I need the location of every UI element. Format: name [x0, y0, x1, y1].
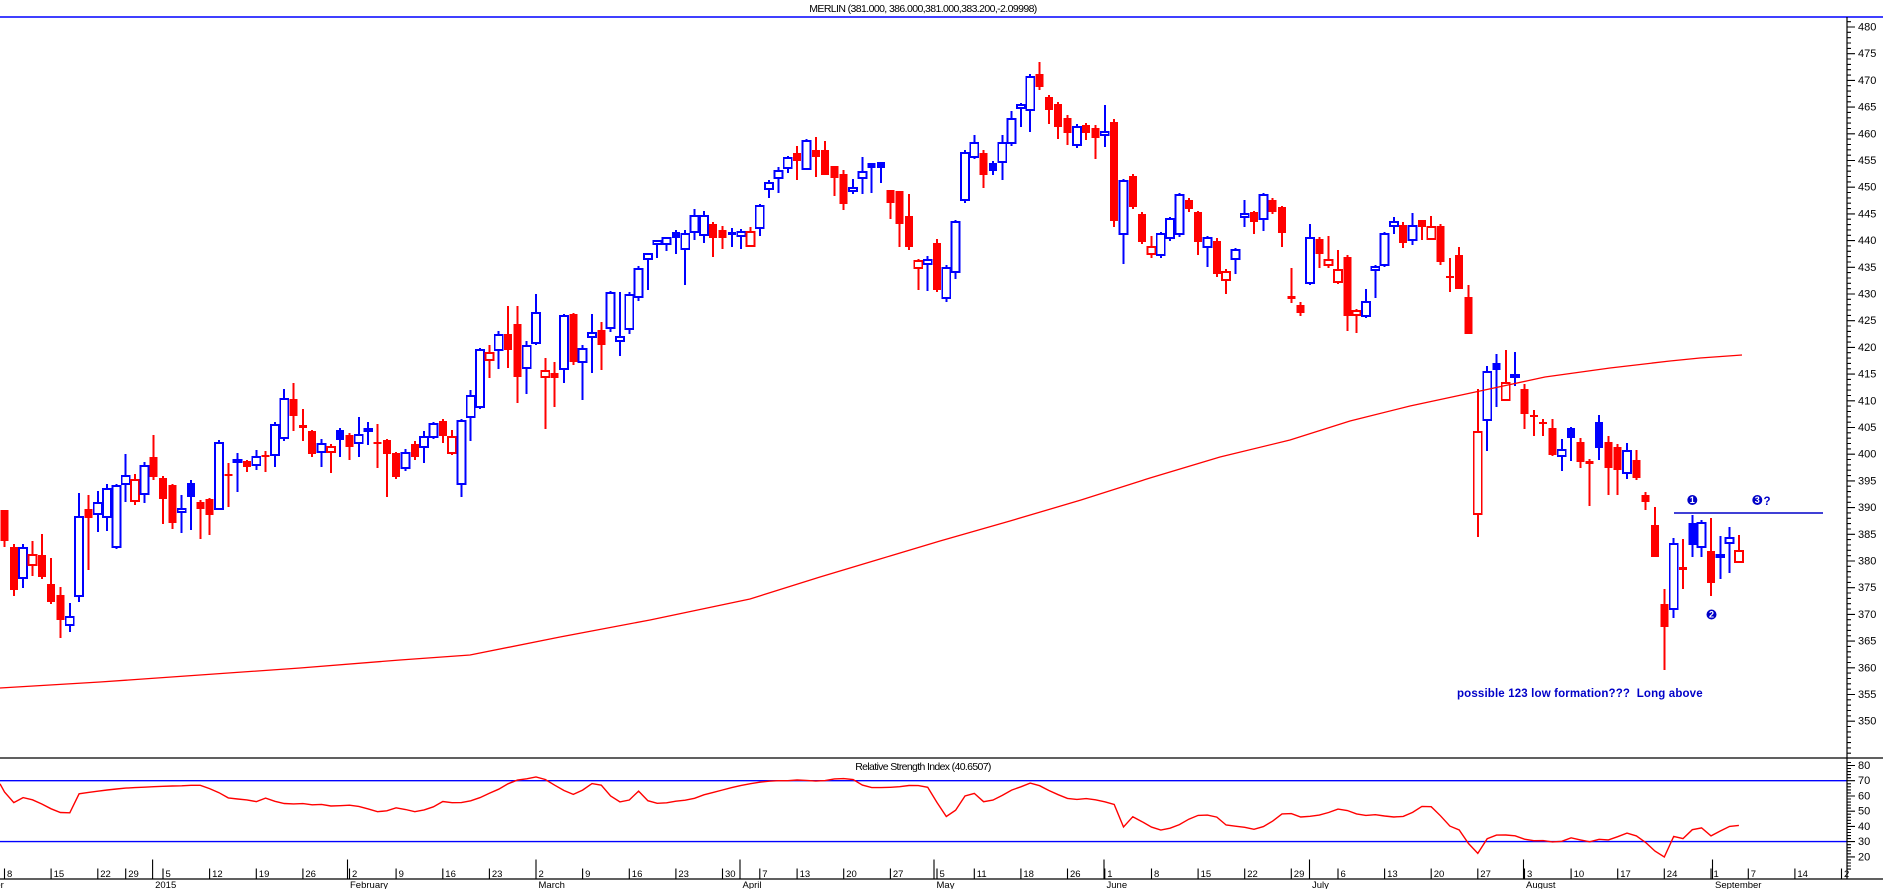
svg-text:14: 14 [1797, 869, 1808, 880]
svg-text:50: 50 [1858, 806, 1870, 818]
svg-text:16: 16 [445, 869, 456, 880]
svg-text:365: 365 [1858, 636, 1876, 648]
svg-text:15: 15 [1201, 869, 1212, 880]
svg-text:445: 445 [1858, 208, 1876, 220]
svg-text:10: 10 [1574, 869, 1585, 880]
svg-text:29: 29 [1294, 869, 1305, 880]
svg-text:1: 1 [1107, 869, 1112, 880]
svg-text:December: December [0, 880, 4, 889]
svg-text:20: 20 [846, 869, 857, 880]
svg-text:350: 350 [1858, 716, 1876, 728]
svg-text:11: 11 [977, 869, 987, 880]
svg-text:15: 15 [54, 869, 65, 880]
svg-text:410: 410 [1858, 395, 1876, 407]
svg-text:20: 20 [1434, 869, 1445, 880]
svg-text:355: 355 [1858, 689, 1876, 701]
svg-text:5: 5 [166, 869, 171, 880]
svg-text:375: 375 [1858, 582, 1876, 594]
svg-text:470: 470 [1858, 75, 1876, 87]
svg-text:17: 17 [1620, 869, 1631, 880]
svg-text:455: 455 [1858, 155, 1876, 167]
svg-text:70: 70 [1858, 775, 1870, 787]
svg-text:420: 420 [1858, 342, 1876, 354]
svg-text:415: 415 [1858, 369, 1876, 381]
svg-text:19: 19 [259, 869, 270, 880]
svg-text:40: 40 [1858, 821, 1870, 833]
svg-text:13: 13 [1387, 869, 1398, 880]
svg-text:23: 23 [678, 869, 689, 880]
svg-text:26: 26 [1070, 869, 1081, 880]
svg-text:435: 435 [1858, 262, 1876, 274]
svg-text:22: 22 [1247, 869, 1258, 880]
svg-text:August: August [1526, 880, 1556, 889]
svg-text:30: 30 [725, 869, 736, 880]
svg-text:8: 8 [7, 869, 12, 880]
svg-text:390: 390 [1858, 502, 1876, 514]
svg-text:360: 360 [1858, 662, 1876, 674]
svg-text:5: 5 [940, 869, 945, 880]
svg-text:16: 16 [632, 869, 643, 880]
svg-text:July: July [1312, 880, 1329, 889]
svg-text:405: 405 [1858, 422, 1876, 434]
svg-text:3: 3 [1755, 495, 1760, 505]
svg-text:9: 9 [585, 869, 590, 880]
svg-text:430: 430 [1858, 289, 1876, 301]
svg-text:possible 123 low formation???: possible 123 low formation??? Long above [1457, 688, 1703, 700]
svg-text:8: 8 [1154, 869, 1159, 880]
svg-text:465: 465 [1858, 102, 1876, 114]
svg-text:370: 370 [1858, 609, 1876, 621]
svg-text:385: 385 [1858, 529, 1876, 541]
svg-text:MERLIN (381.000, 386.000,381.0: MERLIN (381.000, 386.000,381.000,383.200… [809, 3, 1037, 15]
svg-text:400: 400 [1858, 449, 1876, 461]
svg-text:7: 7 [762, 869, 767, 880]
svg-text:18: 18 [1023, 869, 1034, 880]
svg-text:3: 3 [1527, 869, 1532, 880]
svg-text:395: 395 [1858, 475, 1876, 487]
svg-text:Relative Strength Index (40.65: Relative Strength Index (40.6507) [855, 761, 991, 773]
svg-text:60: 60 [1858, 791, 1870, 803]
svg-text:480: 480 [1858, 22, 1876, 34]
svg-text:1: 1 [1714, 869, 1719, 880]
svg-text:460: 460 [1858, 128, 1876, 140]
svg-text:7: 7 [1751, 869, 1756, 880]
svg-text:450: 450 [1858, 182, 1876, 194]
svg-text:June: June [1107, 880, 1128, 889]
svg-text:2: 2 [539, 869, 544, 880]
svg-text:425: 425 [1858, 315, 1876, 327]
svg-text:30: 30 [1858, 836, 1870, 848]
svg-text:?: ? [1764, 496, 1771, 508]
svg-text:22: 22 [100, 869, 111, 880]
svg-text:March: March [539, 880, 565, 889]
svg-text:1: 1 [1690, 495, 1695, 505]
svg-text:2015: 2015 [155, 880, 176, 889]
svg-text:2: 2 [352, 869, 357, 880]
svg-text:475: 475 [1858, 48, 1876, 60]
svg-text:27: 27 [893, 869, 904, 880]
svg-text:20: 20 [1858, 851, 1870, 863]
svg-text:27: 27 [1480, 869, 1491, 880]
svg-text:12: 12 [212, 869, 223, 880]
svg-text:2: 2 [1709, 610, 1714, 620]
svg-text:29: 29 [128, 869, 139, 880]
svg-text:80: 80 [1858, 760, 1870, 772]
svg-text:9: 9 [399, 869, 404, 880]
svg-text:6: 6 [1341, 869, 1346, 880]
svg-text:April: April [743, 880, 762, 889]
svg-text:May: May [937, 880, 955, 889]
svg-text:2: 2 [1844, 869, 1849, 880]
svg-text:26: 26 [305, 869, 316, 880]
svg-text:23: 23 [492, 869, 503, 880]
svg-text:380: 380 [1858, 556, 1876, 568]
svg-text:13: 13 [800, 869, 811, 880]
svg-text:September: September [1715, 880, 1761, 889]
svg-text:24: 24 [1667, 869, 1678, 880]
svg-text:440: 440 [1858, 235, 1876, 247]
svg-text:February: February [350, 880, 388, 889]
